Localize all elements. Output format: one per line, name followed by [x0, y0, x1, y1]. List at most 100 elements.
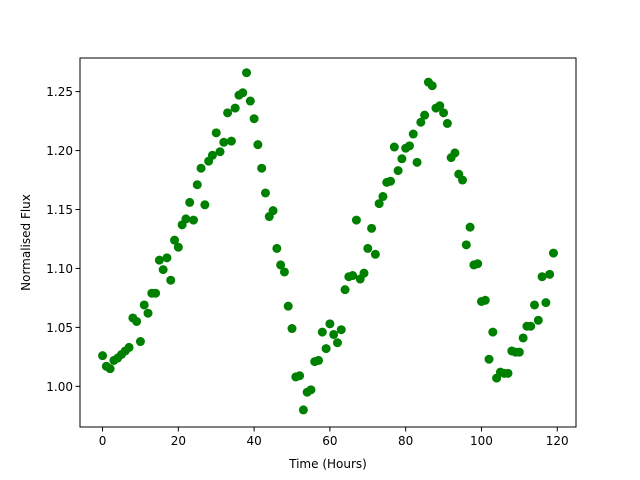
data-point	[238, 88, 248, 98]
data-point	[458, 175, 468, 185]
data-point	[416, 117, 426, 127]
data-point	[351, 215, 361, 225]
data-point	[207, 150, 217, 160]
data-point	[340, 285, 350, 295]
data-point	[473, 259, 483, 269]
y-tick-label: 1.25	[46, 85, 73, 99]
data-point	[98, 351, 108, 361]
data-point	[192, 180, 202, 190]
data-point	[514, 347, 524, 357]
data-point	[548, 248, 558, 258]
data-point	[332, 338, 342, 348]
data-point	[158, 265, 168, 275]
x-tick-label: 0	[99, 434, 107, 448]
data-point	[211, 128, 221, 138]
data-point	[404, 141, 414, 151]
data-point	[545, 269, 555, 279]
data-point	[173, 242, 183, 252]
data-point	[389, 142, 399, 152]
data-point	[257, 163, 267, 173]
data-point	[374, 199, 384, 209]
x-tick-label: 60	[322, 434, 337, 448]
data-point	[170, 235, 180, 245]
x-tick-label: 100	[470, 434, 493, 448]
y-axis-label: Normalised Flux	[19, 194, 33, 291]
data-point	[530, 300, 540, 310]
data-point	[283, 301, 293, 311]
data-point	[143, 308, 153, 318]
x-tick-label: 120	[546, 434, 569, 448]
data-point	[314, 355, 324, 365]
data-point	[105, 364, 115, 374]
data-point	[219, 137, 229, 147]
data-point	[412, 157, 422, 167]
data-point	[298, 405, 308, 415]
data-point	[253, 140, 263, 150]
data-point	[317, 327, 327, 337]
data-point	[537, 272, 547, 282]
data-point	[124, 342, 134, 352]
data-point	[397, 154, 407, 164]
x-axis-label: Time (Hours)	[288, 457, 367, 471]
data-point	[268, 206, 278, 216]
y-tick-label: 1.05	[46, 321, 73, 335]
data-point	[181, 214, 191, 224]
data-point	[370, 249, 380, 259]
data-point	[279, 267, 289, 277]
data-point	[461, 240, 471, 250]
x-tick-label: 20	[171, 434, 186, 448]
data-point	[242, 68, 252, 78]
data-point	[139, 300, 149, 310]
data-point	[295, 371, 305, 381]
plot-area-frame	[79, 57, 577, 428]
data-point	[503, 368, 513, 378]
data-point	[260, 188, 270, 198]
data-point	[154, 255, 164, 265]
data-point	[465, 222, 475, 232]
data-point	[450, 148, 460, 158]
data-point	[439, 108, 449, 118]
data-point	[378, 192, 388, 202]
data-point	[435, 101, 445, 111]
data-point	[196, 163, 206, 173]
data-point	[480, 295, 490, 305]
x-axis: 0 20 40 60 80 100 120	[99, 427, 569, 448]
x-tick-label: 40	[246, 434, 261, 448]
y-axis: 1.00 1.05 1.10 1.15 1.20 1.25	[46, 85, 80, 394]
data-point	[541, 298, 551, 308]
data-point	[348, 271, 358, 281]
x-tick-label: 80	[398, 434, 413, 448]
data-point	[166, 275, 176, 285]
data-point	[427, 81, 437, 91]
data-point	[386, 176, 396, 186]
data-point	[408, 129, 418, 139]
data-point	[359, 268, 369, 278]
data-point	[185, 197, 195, 207]
y-tick-label: 1.10	[46, 262, 73, 276]
data-point	[287, 324, 297, 334]
data-point	[526, 321, 536, 331]
data-point	[230, 103, 240, 113]
data-point	[306, 385, 316, 395]
data-point	[276, 260, 286, 270]
data-point	[484, 354, 494, 364]
data-point	[325, 319, 335, 329]
data-point	[533, 315, 543, 325]
y-tick-label: 1.15	[46, 203, 73, 217]
y-tick-label: 1.20	[46, 144, 73, 158]
data-point	[272, 243, 282, 253]
data-point	[367, 223, 377, 233]
data-points	[98, 68, 558, 415]
data-point	[329, 329, 339, 339]
data-point	[215, 147, 225, 157]
data-point	[393, 166, 403, 176]
data-point	[363, 243, 373, 253]
data-point	[249, 114, 259, 124]
data-point	[135, 337, 145, 347]
data-point	[321, 344, 331, 354]
data-point	[245, 96, 255, 106]
data-point	[442, 118, 452, 128]
data-point	[132, 316, 142, 326]
